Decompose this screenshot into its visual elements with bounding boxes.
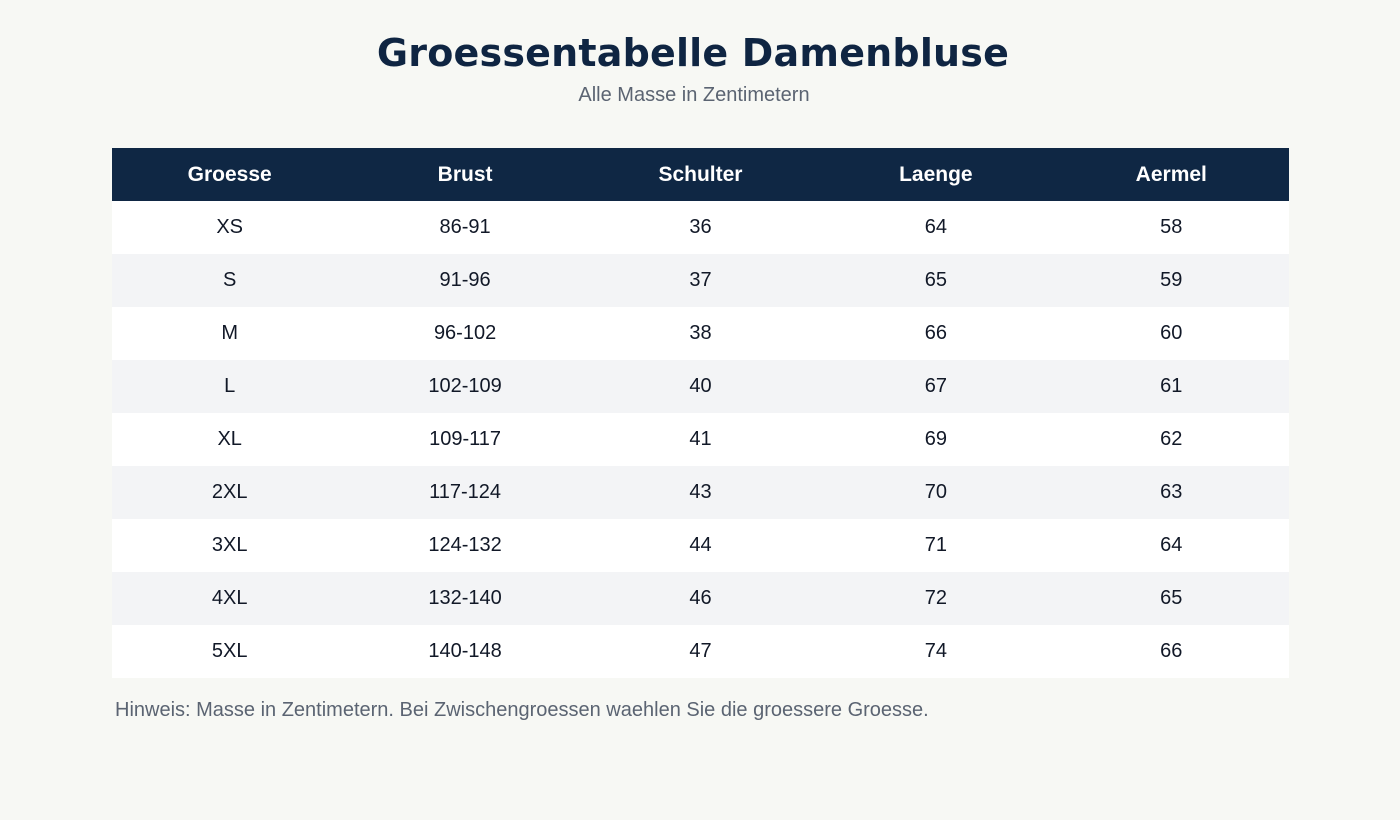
table-cell: 124-132 (428, 534, 502, 556)
page-title: Groessentabelle Damenbluse (376, 31, 1010, 75)
table-cell: 62 (1160, 428, 1183, 450)
table-cell: 59 (1160, 269, 1183, 291)
table-cell: S (223, 269, 237, 291)
table-cell: 70 (924, 481, 947, 503)
table-row: XL 109-117 41 69 62 (112, 413, 1289, 466)
table-cell: 41 (689, 428, 712, 450)
table-cell: 47 (689, 640, 712, 662)
table-cell: 72 (924, 587, 947, 609)
column-header-brust: Brust (437, 162, 493, 186)
table-row: XS 86-91 36 64 58 (112, 201, 1289, 254)
table-row: 4XL 132-140 46 72 65 (112, 572, 1289, 625)
table-cell: 58 (1160, 216, 1183, 238)
table-row: 2XL 117-124 43 70 63 (112, 466, 1289, 519)
table-row: 5XL 140-148 47 74 66 (112, 625, 1289, 678)
table-cell: XL (217, 428, 242, 450)
table-cell: 64 (924, 216, 947, 238)
header-row: Groesse Brust Schulter Laenge Aermel (112, 148, 1289, 201)
footnote: Hinweis: Masse in Zentimetern. Bei Zwisc… (115, 699, 929, 721)
page-subtitle: Alle Masse in Zentimetern (578, 84, 810, 106)
size-chart-table: Groesse Brust Schulter Laenge Aermel XS … (112, 148, 1289, 678)
table-cell: 4XL (211, 587, 248, 609)
table-cell: 38 (689, 322, 712, 344)
table-cell: 3XL (211, 534, 248, 556)
table-cell: 74 (924, 640, 947, 662)
table-cell: 140-148 (428, 640, 502, 662)
table-cell: 60 (1160, 322, 1183, 344)
table-cell: 86-91 (439, 216, 491, 238)
table-header: Groesse Brust Schulter Laenge Aermel (112, 148, 1289, 201)
table-cell: 44 (689, 534, 712, 556)
table-row: L 102-109 40 67 61 (112, 360, 1289, 413)
table-cell: 64 (1160, 534, 1183, 556)
size-chart-table-container: Groesse Brust Schulter Laenge Aermel XS … (112, 148, 1289, 678)
table-cell: 36 (689, 216, 712, 238)
table-cell: 5XL (211, 640, 248, 662)
table-row: S 91-96 37 65 59 (112, 254, 1289, 307)
table-cell: 66 (924, 322, 947, 344)
table-cell: 63 (1160, 481, 1183, 503)
table-cell: L (224, 375, 236, 397)
table-cell: 109-117 (429, 428, 502, 450)
table-cell: 43 (689, 481, 712, 503)
table-cell: 37 (689, 269, 712, 291)
table-cell: 71 (924, 534, 947, 556)
table-cell: 67 (924, 375, 947, 397)
table-row: M 96-102 38 66 60 (112, 307, 1289, 360)
table-cell: 102-109 (428, 375, 502, 397)
column-header-aermel: Aermel (1135, 162, 1207, 186)
table-row: 3XL 124-132 44 71 64 (112, 519, 1289, 572)
table-cell: 46 (689, 587, 712, 609)
table-body: XS 86-91 36 64 58 S 91-96 37 65 59 M 96-… (112, 201, 1289, 678)
table-cell: 117-124 (429, 481, 502, 503)
table-cell: 65 (1160, 587, 1183, 609)
table-cell: 96-102 (433, 322, 497, 344)
table-cell: 132-140 (428, 587, 502, 609)
table-cell: XS (216, 216, 244, 238)
table-cell: 91-96 (439, 269, 491, 291)
column-header-schulter: Schulter (658, 162, 743, 186)
table-cell: 65 (924, 269, 947, 291)
column-header-laenge: Laenge (899, 162, 973, 186)
table-cell: M (221, 322, 239, 344)
table-cell: 69 (924, 428, 947, 450)
table-cell: 2XL (211, 481, 248, 503)
table-cell: 61 (1160, 375, 1183, 397)
column-header-groesse: Groesse (187, 162, 272, 186)
table-cell: 40 (689, 375, 712, 397)
table-cell: 66 (1160, 640, 1183, 662)
